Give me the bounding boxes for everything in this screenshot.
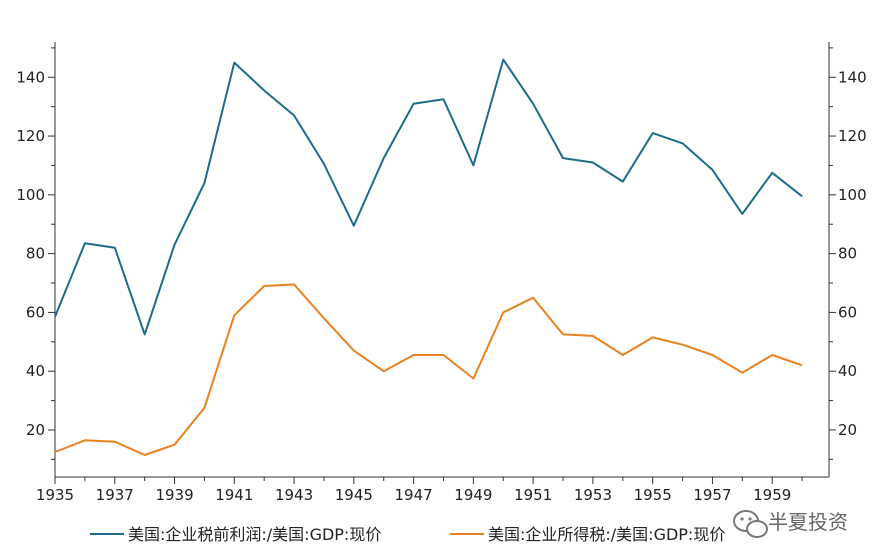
series-line-profit bbox=[54, 58, 803, 336]
y-tick-label-left: 140 bbox=[16, 68, 45, 86]
y-tick-label-right: 80 bbox=[838, 245, 857, 263]
legend: 美国:企业税前利润:/美国:GDP:现价 美国:企业所得税:/美国:GDP:现价 bbox=[90, 525, 725, 544]
y-tick-label-right: 140 bbox=[838, 68, 867, 86]
x-tick-label: 1947 bbox=[395, 486, 433, 504]
y-tick-label-left: 20 bbox=[26, 421, 45, 439]
x-tick-label: 1941 bbox=[215, 486, 253, 504]
y-tick-label-left: 60 bbox=[26, 303, 45, 321]
x-tick-label: 1935 bbox=[36, 486, 74, 504]
wechat-icon bbox=[733, 510, 768, 538]
series-line-tax bbox=[54, 283, 803, 456]
x-tick-label: 1959 bbox=[753, 486, 791, 504]
series-layer bbox=[54, 58, 803, 456]
legend-label-profit: 美国:企业税前利润:/美国:GDP:现价 bbox=[128, 525, 381, 544]
x-tick-label: 1943 bbox=[275, 486, 313, 504]
x-tick-label: 1949 bbox=[454, 486, 492, 504]
y-tick-label-left: 80 bbox=[26, 245, 45, 263]
x-tick-label: 1939 bbox=[155, 486, 193, 504]
y-tick-label-right: 40 bbox=[838, 362, 857, 380]
y-tick-label-right: 20 bbox=[838, 421, 857, 439]
y-tick-label-right: 120 bbox=[838, 127, 867, 145]
watermark-text: 半夏投资 bbox=[768, 510, 848, 534]
watermark: 半夏投资 bbox=[733, 510, 848, 538]
y-tick-label-right: 100 bbox=[838, 186, 867, 204]
x-tick-label: 1945 bbox=[335, 486, 373, 504]
axes: 20 20 40 40 60 60 80 80 100 100 120 120 140 140 1935 19… bbox=[16, 42, 867, 504]
y-tick-label-right: 60 bbox=[838, 303, 857, 321]
x-tick-label: 1953 bbox=[574, 486, 612, 504]
x-tick-label: 1951 bbox=[514, 486, 552, 504]
x-tick-label: 1937 bbox=[96, 486, 134, 504]
legend-label-tax: 美国:企业所得税:/美国:GDP:现价 bbox=[488, 525, 725, 544]
y-tick-label-left: 40 bbox=[26, 362, 45, 380]
y-tick-label-left: 120 bbox=[16, 127, 45, 145]
x-tick-label: 1955 bbox=[634, 486, 672, 504]
x-tick-label: 1957 bbox=[693, 486, 731, 504]
y-tick-label-left: 100 bbox=[16, 186, 45, 204]
